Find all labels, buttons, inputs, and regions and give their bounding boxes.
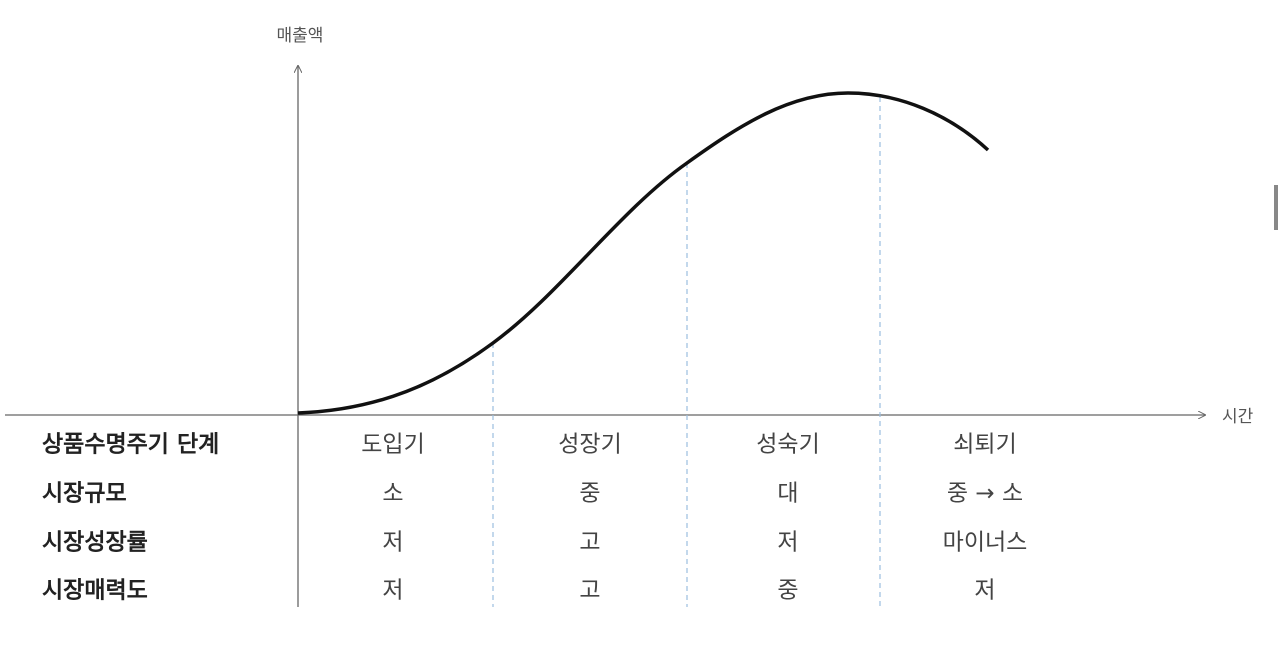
table-cell: 중 → 소: [947, 481, 1023, 507]
row-label: 시장규모: [42, 481, 127, 507]
stage-name: 성숙기: [756, 432, 819, 458]
table-cell: 중: [579, 481, 600, 507]
table-cell: 저: [382, 530, 403, 556]
stage-name: 쇠퇴기: [953, 432, 1016, 458]
row-label: 시장성장률: [42, 530, 148, 556]
table-cell: 고: [579, 578, 600, 604]
table-cell: 저: [974, 578, 995, 604]
row-label: 상품수명주기 단계: [42, 432, 219, 458]
y-axis-label: 매출액: [277, 26, 324, 46]
table-cell: 고: [579, 530, 600, 556]
stage-name: 도입기: [361, 432, 424, 458]
scrollbar: [1274, 185, 1278, 230]
x-axis-label: 시간: [1222, 407, 1254, 427]
row-label: 시장매력도: [42, 578, 148, 604]
life-cycle-curve: [297, 91, 990, 415]
stage-name: 성장기: [558, 432, 621, 458]
table-cell: 중: [777, 578, 798, 604]
table-cell: 저: [777, 530, 798, 556]
table-cell: 소: [382, 481, 403, 507]
table-cell: 대: [777, 481, 798, 507]
table-cell: 마이너스: [943, 530, 1028, 556]
table-cell: 저: [382, 578, 403, 604]
